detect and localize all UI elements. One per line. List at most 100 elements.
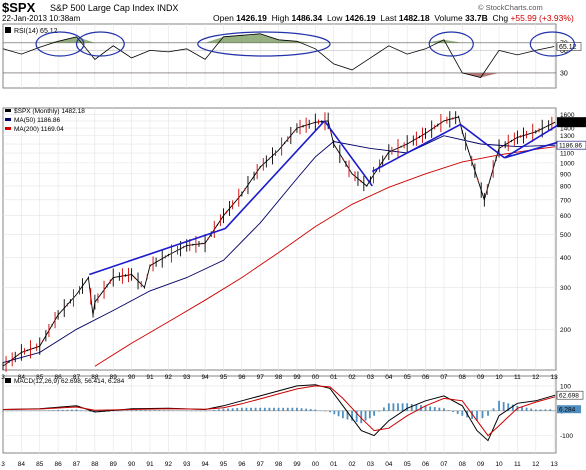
macd-hist-bar [38,410,41,412]
x-tick-label: 03 [367,461,375,468]
macd-hist-bar [268,407,271,411]
macd-tick-label: -100 [560,433,573,440]
macd-hist-bar [52,410,55,411]
x-tick-label: 90 [128,374,136,381]
macd-hist-bar [492,408,495,411]
x-tick-label: 93 [183,461,191,468]
macd-hist-bar [15,410,18,412]
x-tick-label: 96 [238,461,246,468]
price-tick-label: 200 [560,327,571,334]
macd-hist-bar [456,410,459,414]
macd-hist-bar [346,410,349,420]
macd-hist-bar [296,407,298,411]
x-tick-label: 94 [201,461,209,468]
rsi-legend-swatch [5,27,11,33]
high-value: 1486.34 [291,13,323,23]
x-tick-label: 07 [440,374,448,381]
macd-hist-bar [476,410,478,421]
quote-bar: Open 1426.19 High 1486.34 Low 1426.19 La… [213,13,574,23]
x-tick-label: 08 [459,374,467,381]
macd-hist-bar [273,407,275,411]
macd-hist-bar [314,409,317,411]
macd-hist-bar [502,402,505,411]
macd-hist-bar [447,410,450,411]
x-tick-label: 92 [165,461,173,468]
rsi-highlight-circle [529,31,575,57]
macd-hist-bar [534,409,537,411]
x-tick-label: 04 [385,374,393,381]
x-tick-label: 95 [220,461,228,468]
rsi-highlight-circle [35,31,85,57]
x-tick-label: 97 [257,374,265,381]
x-tick-label: 11 [514,374,521,381]
x-tick-label: 91 [146,374,154,381]
price-tick-label: 800 [560,183,571,190]
macd-hist-badge [557,405,581,414]
macd-hist-bar [291,407,294,411]
macd-hist-bar [277,407,280,411]
macd-hist-bar [84,410,87,412]
chg-value: +55.99 (+3.93%) [510,13,574,23]
macd-hist-bar [57,410,60,411]
macd-hist-bar [176,410,179,411]
macd-hist-bar [368,410,371,419]
trendline [89,227,226,276]
price-tick-label: 500 [560,232,571,239]
price-tick-label: 1300 [560,133,575,140]
macd-hist-bar [2,410,4,412]
panel-frame-1 [2,107,557,371]
macd-hist-bar [539,409,542,411]
macd-hist-bar [525,407,528,411]
trendline [504,124,559,159]
macd-hist-bar [406,403,409,411]
macd-hist-bar [392,403,395,411]
macd-hist-bar [126,410,128,411]
macd-hist-bar [337,410,340,417]
x-tick-label: 84 [18,374,26,381]
macd-hist-bar [487,410,489,416]
x-tick-label: 96 [238,374,246,381]
macd-hist-bar [286,407,289,411]
price-tick-label: 900 [560,171,571,178]
rsi-tick-label: 30 [560,70,568,77]
macd-legend: MACD(12,26,9) 62.698, 56.414, 6.284 [14,378,125,385]
macd-hist-bar [461,410,464,416]
x-tick-label: 99 [293,461,301,468]
macd-hist-bar [89,410,92,412]
macd-hist-bar [181,410,184,412]
macd-hist-bar [300,408,303,411]
macd-hist-bar [424,405,427,411]
price-tick-label: 300 [560,285,571,292]
x-tick-label: 02 [348,461,356,468]
x-tick-label: 02 [348,374,356,381]
x-tick-label: 3 [1,461,5,468]
rsi-line [2,33,555,78]
x-tick-label: 84 [18,461,26,468]
macd-hist-bar [43,410,46,411]
x-tick-label: 91 [146,461,154,468]
price-tick-label: 1000 [560,160,575,167]
macd-hist-bar [282,407,285,411]
trendline [459,123,506,159]
x-tick-label: 85 [36,461,44,468]
price-legend-swatch [5,118,11,121]
macd-value-badge [556,390,584,400]
macd-hist-bar [373,410,376,416]
macd-hist-bar [383,407,385,411]
rsi-tick-label: 60 [560,48,568,55]
macd-hist-bar [213,409,216,411]
macd-hist-bar [48,410,50,411]
macd-hist-bar [11,410,14,412]
macd-hist-bar [397,403,399,411]
macd-hist-bar [29,410,32,412]
macd-hist-bar [521,406,523,411]
price-tick-label: 700 [560,197,571,204]
x-tick-label: 95 [220,374,228,381]
macd-hist-bar [61,409,64,411]
macd-hist-bar [153,410,156,411]
macd-hist-bar [204,410,206,412]
x-tick-label: 06 [422,374,430,381]
last-label: Last [380,13,397,23]
macd-hist-bar [250,407,252,411]
macd-hist-bar [511,404,514,411]
